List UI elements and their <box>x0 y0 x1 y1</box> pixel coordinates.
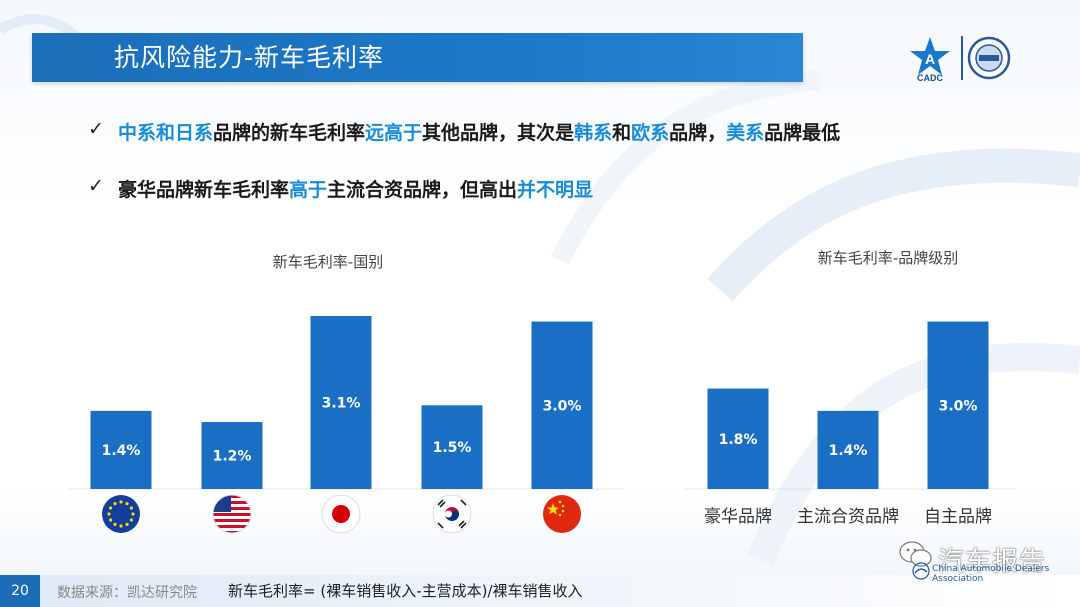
bar-value-label: 3.0% <box>543 398 582 414</box>
bullet-2-seg: 主流合资品牌，但高出 <box>327 179 518 201</box>
bullet-1-seg: 其他品牌，其次是 <box>422 122 575 144</box>
bar <box>421 405 483 489</box>
japan-flag-icon <box>321 494 361 534</box>
bar <box>927 321 989 489</box>
bullet-1-seg: 欧系 <box>631 122 670 144</box>
chart-by-country: 新车毛利率-国别 1.4% 1.2% 3.1% 1.5% 3.0% <box>68 253 625 534</box>
chart-title: 新车毛利率-品牌级别 <box>818 249 958 267</box>
page-number: 20 <box>0 575 40 607</box>
bar-value-label: 1.4% <box>102 443 141 459</box>
data-source: 数据来源：凯达研究院 <box>57 585 197 601</box>
bar <box>310 316 372 489</box>
bar-value-label: 1.8% <box>719 432 758 448</box>
bullet-1-seg: 和 <box>612 122 632 144</box>
bullet-1-seg: 远高于 <box>365 122 423 144</box>
bar-value-label: 1.2% <box>213 449 252 465</box>
cadc-logo-icon: A CADC <box>910 37 950 82</box>
check-icon: ✓ <box>88 118 104 140</box>
svg-text:A: A <box>925 51 935 67</box>
bullet-2-seg: 并不明显 <box>517 179 594 201</box>
check-icon: ✓ <box>88 175 104 197</box>
bar <box>531 321 593 489</box>
page-title: 抗风险能力-新车毛利率 <box>114 43 385 72</box>
bullet-1-seg: 中系和日系 <box>118 122 214 144</box>
watermark-text: 汽车报告 <box>938 547 1047 577</box>
bar <box>201 422 263 489</box>
bullet-1-seg: 韩系 <box>574 122 613 144</box>
bullet-1-seg: 品牌的新车毛利率 <box>213 122 366 144</box>
bullet-1-seg: 品牌， <box>669 122 727 144</box>
korea-flag-icon <box>432 494 472 534</box>
title-bar: 抗风险能力-新车毛利率 <box>32 33 803 82</box>
bullet-1-seg: 美系 <box>726 122 765 144</box>
bullet-1: ✓ 中系和日系品牌的新车毛利率远高于其他品牌，其次是韩系和欧系品牌，美系品牌最低 <box>88 118 841 145</box>
us-flag-icon <box>212 494 252 534</box>
logo-text: CADC <box>917 73 943 82</box>
logo-divider <box>961 36 963 80</box>
chart-by-brand-tier: 新车毛利率-品牌级别 1.8% 豪华品牌 1.4% 主流合资品牌 3.0% 自主品牌 <box>684 249 1016 527</box>
bar-value-label: 1.5% <box>433 440 472 456</box>
footer-band <box>0 575 1080 607</box>
bullet-2-seg: 高于 <box>289 179 328 201</box>
bar <box>90 410 152 489</box>
bar <box>817 410 879 489</box>
association-logo-icon <box>912 562 930 580</box>
association-text: China Automobile Dealers Association <box>932 564 1050 584</box>
bullet-2: ✓ 豪华品牌新车毛利率高于主流合资品牌，但高出并不明显 <box>88 175 594 202</box>
bullet-1-seg: 品牌最低 <box>764 122 841 144</box>
category-label: 豪华品牌 <box>704 506 772 527</box>
china-flag-icon <box>543 495 581 533</box>
category-label: 自主品牌 <box>924 507 992 527</box>
association-seal-icon <box>967 36 1011 80</box>
eu-flag-icon <box>102 495 140 533</box>
bar-value-label: 3.1% <box>322 396 361 412</box>
category-label: 主流合资品牌 <box>797 507 899 527</box>
wechat-icon <box>899 541 932 567</box>
bar <box>707 388 769 489</box>
bar-value-label: 1.4% <box>829 443 868 459</box>
bar-value-label: 3.0% <box>939 398 978 414</box>
chart-title: 新车毛利率-国别 <box>273 253 383 271</box>
bullet-2-seg: 豪华品牌新车毛利率 <box>118 179 290 201</box>
formula-note: 新车毛利率= (裸车销售收入-主营成本)/裸车销售收入 <box>228 582 583 600</box>
